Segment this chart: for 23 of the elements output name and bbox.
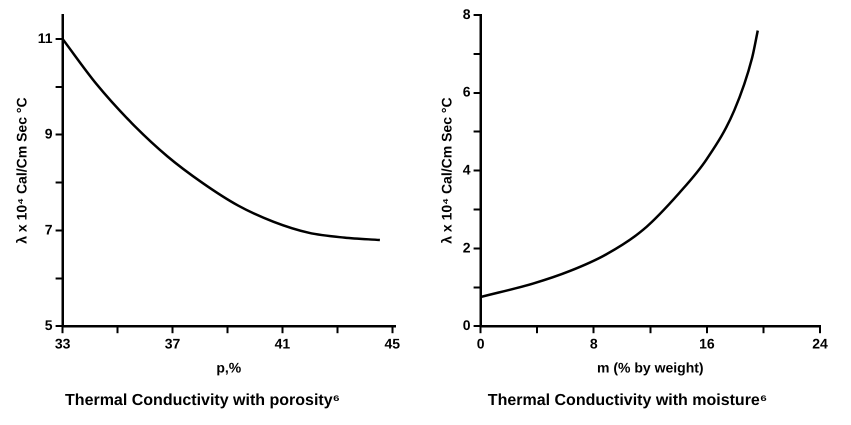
y-tick-label: 4: [462, 161, 471, 178]
x-tick-label: 16: [699, 335, 715, 352]
y-tick-label: 7: [44, 221, 53, 238]
x-tick-label: 37: [164, 335, 180, 352]
x-tick-label: 45: [384, 335, 400, 352]
x-tick-label: 33: [54, 335, 71, 352]
y-axis-title: λ x 10⁴ Cal/Cm Sec °C: [13, 97, 30, 244]
x-tick-label: 0: [476, 335, 485, 352]
x-tick-label: 41: [274, 335, 290, 352]
x-axis-title: p,%: [216, 359, 242, 376]
y-tick-label: 2: [462, 239, 471, 256]
x-tick-label: 24: [812, 335, 828, 352]
y-tick-label: 8: [462, 6, 471, 22]
y-tick-label: 6: [462, 84, 471, 100]
y-tick-label: 5: [44, 317, 53, 334]
y-tick-label: 0: [462, 317, 471, 334]
y-axis-title: λ x 10⁴ Cal/Cm Sec °C: [438, 97, 454, 244]
y-tick-label: 11: [38, 30, 53, 46]
text: Thermal Conductivity with moisture⁶: [488, 392, 768, 409]
text: Thermal Conductivity with porosity⁶: [65, 392, 340, 409]
x-tick-label: 8: [590, 335, 598, 352]
x-axis-title: m (% by weight): [597, 359, 704, 376]
y-tick-label: 9: [44, 126, 53, 142]
